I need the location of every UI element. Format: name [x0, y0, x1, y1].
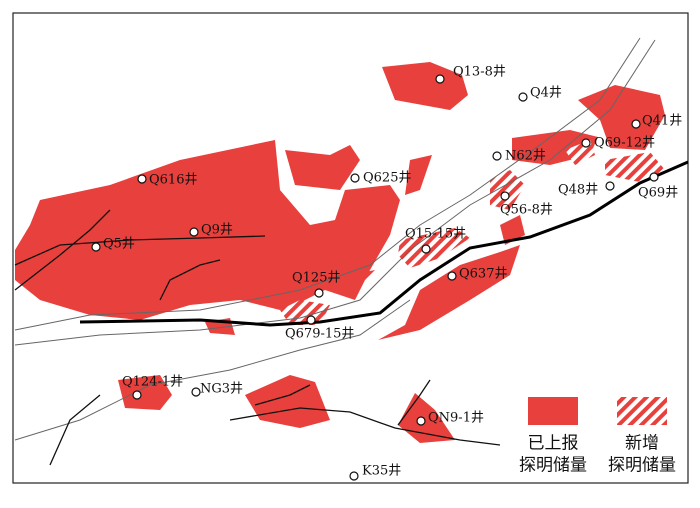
- well-label: N62井: [505, 149, 546, 164]
- legend-label: 探明储量: [608, 456, 676, 476]
- well-marker: [189, 227, 199, 237]
- well-marker: [349, 471, 359, 481]
- well-marker: [649, 172, 659, 182]
- legend-label: 新增: [625, 434, 659, 454]
- reserve-areas: [15, 62, 665, 443]
- well-marker: [306, 315, 316, 325]
- well-marker: [605, 181, 615, 191]
- well-label: Q69-12井: [594, 136, 655, 151]
- well-label: Q15-15井: [405, 227, 466, 242]
- well-marker: [91, 242, 101, 252]
- legend-label: 已上报: [528, 434, 579, 454]
- legend-label: 探明储量: [519, 456, 587, 476]
- well-label: Q48井: [558, 183, 598, 198]
- well-label: Q5井: [103, 237, 135, 252]
- well-marker: [191, 387, 201, 397]
- well-label: Q69井: [638, 186, 678, 201]
- well-marker: [581, 138, 591, 148]
- well-label: Q616井: [149, 173, 197, 188]
- well-marker: [447, 271, 457, 281]
- well-label: Q679-15井: [285, 327, 354, 342]
- well-label: Q9井: [201, 223, 233, 238]
- well-marker: [132, 390, 142, 400]
- well-label: K35井: [362, 464, 401, 479]
- legend-reported-swatch: [528, 397, 578, 425]
- well-marker: [350, 173, 360, 183]
- well-label: Q637井: [459, 267, 507, 282]
- well-marker: [416, 416, 426, 426]
- well-marker: [137, 174, 147, 184]
- well-marker: [314, 288, 324, 298]
- well-label: QN9-1井: [428, 411, 484, 426]
- well-marker: [500, 191, 510, 201]
- well-label: Q56-8井: [500, 203, 553, 218]
- well-marker: [631, 119, 641, 129]
- well-label: NG3井: [200, 382, 243, 397]
- well-label: Q125井: [292, 271, 340, 286]
- well-marker: [421, 244, 431, 254]
- well-marker: [518, 92, 528, 102]
- well-label: Q41井: [642, 114, 682, 129]
- legend-new-swatch: [617, 397, 667, 425]
- well-label: Q625井: [363, 171, 411, 186]
- well-label: Q4井: [530, 86, 562, 101]
- well-label: Q13-8井: [453, 65, 506, 80]
- well-label: Q124-1井: [122, 375, 183, 390]
- boundary-lines: [14, 37, 689, 466]
- well-marker: [435, 74, 445, 84]
- well-marker: [492, 151, 502, 161]
- wells: Q13-8井 Q4井 Q41井 Q69-12井 N62井 Q48井 Q69井 Q616井 Q62…: [91, 65, 682, 481]
